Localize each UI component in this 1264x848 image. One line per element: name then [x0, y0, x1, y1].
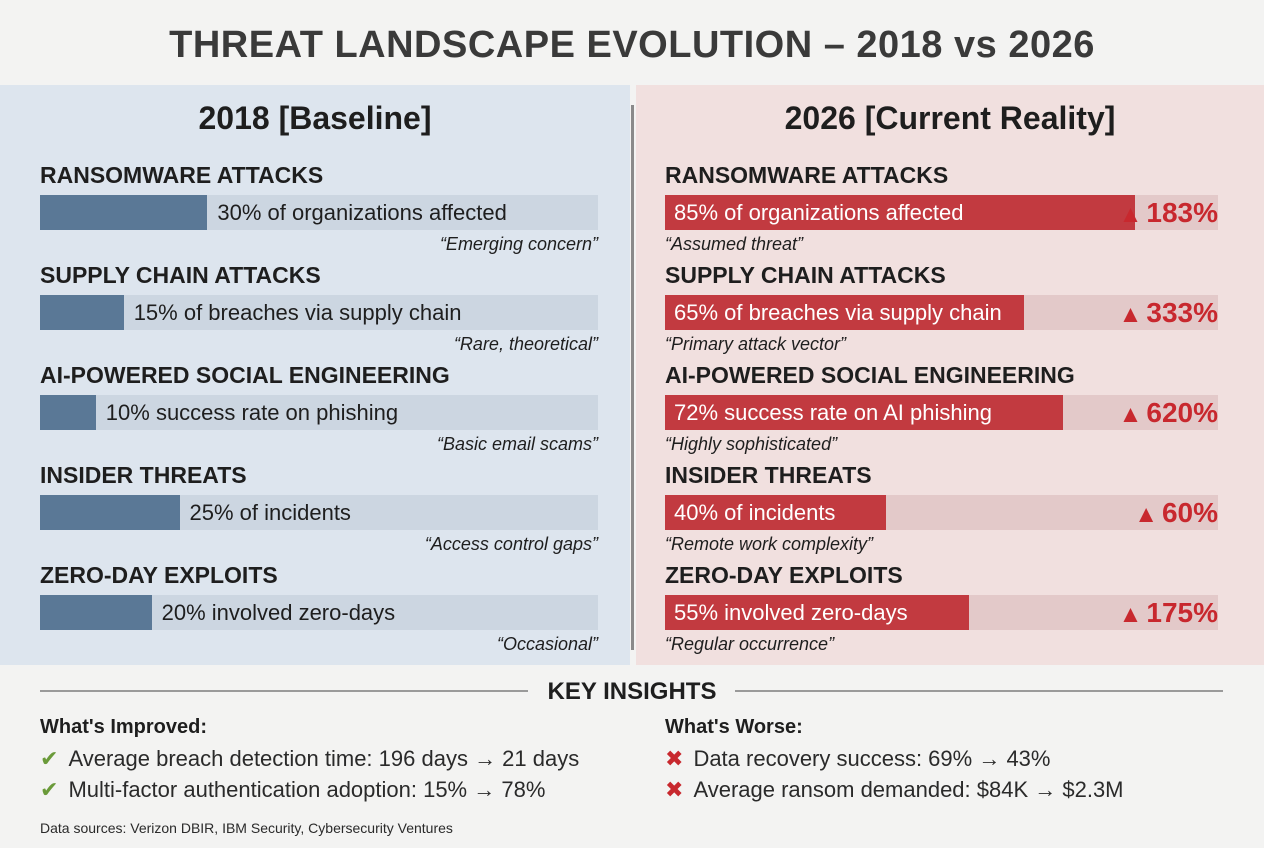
- change: ▲ 333%: [1119, 295, 1218, 332]
- insight-item: ✔ Average breach detection time: 196 days…: [40, 746, 579, 772]
- icon: ✔: [40, 777, 59, 802]
- change-value: 620%: [1146, 397, 1218, 428]
- title: THREAT LANDSCAPE EVOLUTION – 2018 vs 202…: [169, 24, 1095, 66]
- up-arrow: ▲: [1118, 601, 1143, 628]
- metric-label: SUPPLY CHAIN ATTACKS: [40, 262, 321, 288]
- bar: [40, 495, 180, 530]
- panel-heading: 2026 [Current Reality]: [784, 100, 1116, 136]
- change: ▲ 183%: [1119, 195, 1218, 232]
- up-arrow: ▲: [1118, 401, 1143, 428]
- metric-label: SUPPLY CHAIN ATTACKS: [665, 262, 946, 288]
- bar-track: 30% of organizations affected: [40, 195, 598, 230]
- bar-text: 65% of breaches via supply chain: [674, 300, 1002, 325]
- metric-label: AI-POWERED SOCIAL ENGINEERING: [665, 362, 1075, 388]
- panel-right-bg: [636, 85, 1264, 665]
- change-value: 183%: [1146, 197, 1218, 228]
- bar: [40, 595, 152, 630]
- change-value: 175%: [1146, 597, 1218, 628]
- change: ▲ 620%: [1119, 395, 1218, 432]
- bar-text: 85% of organizations affected: [674, 200, 964, 225]
- rule: [40, 690, 528, 692]
- insight-text: Average breach detection time: 196 days …: [68, 746, 580, 771]
- note: “Regular occurrence”: [665, 634, 835, 654]
- up-arrow: ▲: [1134, 501, 1158, 528]
- note: “Remote work complexity”: [665, 534, 874, 554]
- note: “Emerging concern”: [439, 234, 598, 254]
- change: ▲ 175%: [1119, 595, 1218, 632]
- metric-label: RANSOMWARE ATTACKS: [40, 162, 324, 188]
- icon: ✔: [40, 746, 59, 771]
- bar: [40, 295, 124, 330]
- insights-heading: KEY INSIGHTS: [547, 678, 717, 705]
- bar-text: 10% success rate on phishing: [105, 400, 399, 425]
- panel-heading: 2018 [Baseline]: [198, 100, 432, 136]
- note: “Rare, theoretical”: [453, 334, 598, 354]
- insight-item: ✔ Multi-factor authentication adoption: 1…: [40, 777, 545, 803]
- bar-track: 25% of incidents: [40, 495, 598, 530]
- bar-text: 30% of organizations affected: [217, 200, 507, 225]
- bar-track: 65% of breaches via supply chain: [665, 295, 1218, 330]
- insight-text: Data recovery success: 69% → 43%: [693, 746, 1051, 771]
- bar-text: 25% of incidents: [189, 500, 351, 525]
- up-arrow: ▲: [1118, 201, 1143, 228]
- metric-label: INSIDER THREATS: [40, 462, 247, 488]
- metric-label: INSIDER THREATS: [665, 462, 872, 488]
- bar: [40, 195, 208, 230]
- insight-text: Average ransom demanded: $84K → $2.3M: [693, 777, 1124, 802]
- note: “Occasional”: [496, 634, 598, 654]
- insight-item: ✖ Data recovery success: 69% → 43%: [665, 746, 1050, 772]
- bar-text: 15% of breaches via supply chain: [133, 300, 462, 325]
- note: “Assumed threat”: [665, 234, 804, 254]
- change-value: 333%: [1146, 297, 1218, 328]
- up-arrow: ▲: [1118, 301, 1143, 328]
- metric-label: AI-POWERED SOCIAL ENGINEERING: [40, 362, 450, 388]
- bar: [40, 395, 96, 430]
- worse-heading: What's Worse:: [665, 716, 803, 738]
- bar-text: 40% of incidents: [674, 500, 836, 525]
- bar: [665, 595, 970, 630]
- insight-item: ✖ Average ransom demanded: $84K → $2.3M: [665, 777, 1124, 803]
- bar: [665, 495, 887, 530]
- bar: [665, 295, 1025, 330]
- metric-label: RANSOMWARE ATTACKS: [665, 162, 949, 188]
- note: “Highly sophisticated”: [665, 434, 838, 454]
- bar-track: 15% of breaches via supply chain: [40, 295, 598, 330]
- bar-track: 85% of organizations affected: [665, 195, 1218, 230]
- bar: [665, 195, 1136, 230]
- change: ▲ 60%: [1134, 495, 1218, 532]
- improved-heading: What's Improved:: [40, 716, 207, 738]
- rule: [735, 690, 1223, 692]
- note: “Primary attack vector”: [665, 334, 847, 354]
- note: “Basic email scams”: [436, 434, 598, 454]
- metric-label: ZERO-DAY EXPLOITS: [665, 562, 903, 588]
- metric-label: ZERO-DAY EXPLOITS: [40, 562, 278, 588]
- note: “Access control gaps”: [424, 534, 598, 554]
- panel-left-bg: [0, 85, 630, 665]
- bar-text: 72% success rate on AI phishing: [674, 400, 992, 425]
- bar-track: 40% of incidents: [665, 495, 1218, 530]
- bar-text: 20% involved zero-days: [161, 600, 396, 625]
- insight-text: Multi-factor authentication adoption: 15…: [68, 777, 546, 802]
- bar-track: 10% success rate on phishing: [40, 395, 598, 430]
- change-value: 60%: [1161, 497, 1218, 528]
- divider: [631, 105, 634, 650]
- icon: ✖: [665, 746, 684, 771]
- footer: Data sources: Verizon DBIR, IBM Security…: [40, 820, 453, 836]
- bar-track: 20% involved zero-days: [40, 595, 598, 630]
- bar-text: 55% involved zero-days: [674, 600, 908, 625]
- bar-track: 72% success rate on AI phishing: [665, 395, 1218, 430]
- bar-track: 55% involved zero-days: [665, 595, 1218, 630]
- bar: [665, 395, 1064, 430]
- icon: ✖: [665, 777, 684, 802]
